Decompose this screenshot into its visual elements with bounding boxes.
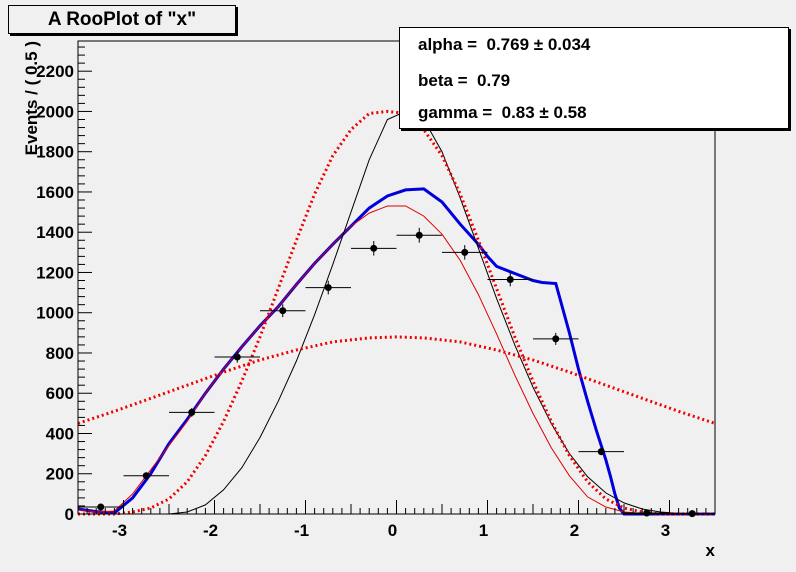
data-points-layer [78,227,715,518]
point-marker [643,509,651,517]
y-tick-label: 800 [46,344,74,363]
data-point [533,332,579,345]
point-marker [415,231,423,239]
data-point [442,245,488,260]
y-tick-label: 1800 [36,143,74,162]
x-tick-label: 3 [661,521,670,540]
data-point [487,272,533,287]
curve-3 [77,335,716,425]
x-axis-label: x [706,541,716,560]
curve-4 [78,109,715,516]
data-point [351,241,397,256]
y-tick-label: 0 [65,505,74,524]
data-point [260,304,306,318]
x-tick-label: -1 [294,521,309,540]
x-tick-label: 0 [388,521,397,540]
x-tick-label: -2 [203,521,218,540]
curve-1 [77,205,715,515]
data-point [578,447,624,456]
param-alpha: alpha = 0.769 ± 0.034 [418,35,591,54]
axes-layer: -3 -2 -1 0 1 2 3 0 200 400 600 800 1000 1200 1400 1600 1… [36,40,716,540]
data-point [123,472,169,480]
point-marker [324,284,332,292]
y-tick-label: 400 [46,424,74,443]
point-marker [370,244,378,252]
y-tick-label: 2000 [36,102,74,121]
plot-title: A RooPlot of "x" [8,5,236,34]
data-point [396,227,442,243]
y-tick-label: 1600 [36,183,74,202]
point-marker [233,353,241,361]
x-tick-label: 2 [570,521,579,540]
point-marker [97,503,105,511]
y-tick-label: 1200 [36,263,74,282]
param-gamma: gamma = 0.83 ± 0.58 [418,103,587,122]
point-marker [552,335,560,343]
x-tick-label: -3 [112,521,127,540]
data-point [214,351,260,363]
y-tick-label: 1400 [36,223,74,242]
y-tick-label: 1000 [36,304,74,323]
y-tick-label: 200 [46,465,74,484]
point-marker [142,472,150,480]
point-marker [279,307,287,315]
curve-2 [78,110,716,515]
y-axis-label: Events / ( 0.5 ) [22,41,41,155]
point-marker [506,276,514,284]
y-tick-label: 600 [46,384,74,403]
point-marker [461,248,469,256]
data-point [169,407,215,417]
x-tick-label: 1 [479,521,488,540]
parameter-box: alpha = 0.769 ± 0.034 beta = 0.79 gamma … [399,27,789,129]
data-point [305,280,351,295]
y-tick-label: 2200 [36,62,74,81]
data-point [624,509,670,517]
param-beta: beta = 0.79 [418,71,511,90]
point-marker [597,448,605,456]
point-marker [188,408,196,416]
data-point [78,503,124,511]
